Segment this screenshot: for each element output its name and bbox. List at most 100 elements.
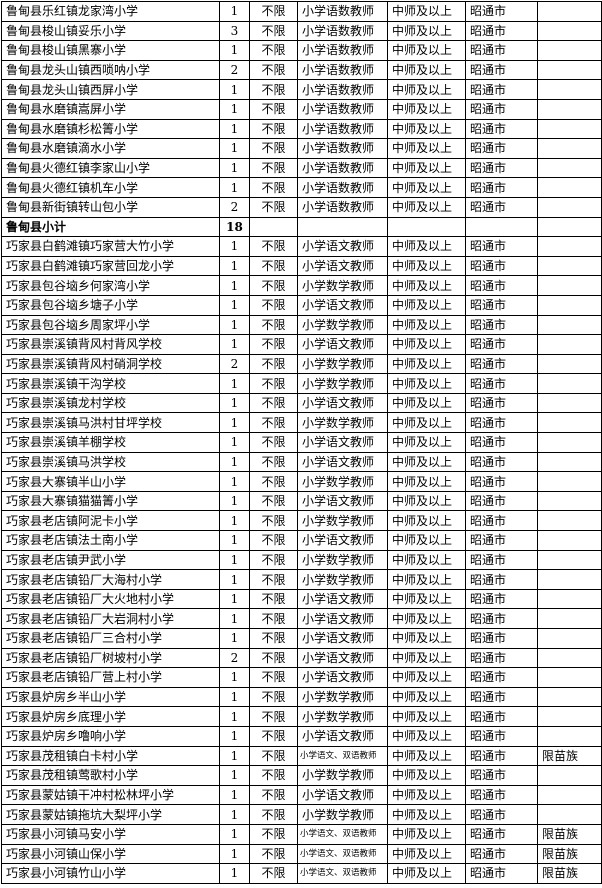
subject-cell: 小学数学教师 [297,569,388,590]
count-cell: 1 [219,530,250,551]
table-row: 鲁甸县小计 18 [1,216,602,238]
table-row: 巧家县老店镇法土南小学 1 不限 小学语文教师 中师及以上 昭通市 [1,530,602,551]
education-cell: 中师及以上 [387,784,466,806]
table-row: 巧家县白鹤滩镇巧家营回龙小学 1 不限 小学语文教师 中师及以上 昭通市 [1,255,602,277]
subject-cell: 小学语文教师 [297,647,388,669]
remark-cell: 限苗族 [537,863,602,884]
age-cell: 不限 [249,530,298,551]
school-cell: 巧家县老店镇铅厂大火地村小学 [1,588,220,610]
table-row: 巧家县包谷垴乡塘子小学 1 不限 小学语文教师 中师及以上 昭通市 [1,294,602,316]
count-cell: 3 [219,20,250,42]
age-cell: 不限 [249,569,298,590]
subject-cell: 小学数学教师 [297,706,388,727]
empty-cell [465,216,538,238]
education-cell: 中师及以上 [387,118,466,140]
region-cell: 昭通市 [465,745,538,767]
school-cell: 巧家县崇溪镇背风村硝洞学校 [1,353,220,375]
age-cell: 不限 [249,196,298,218]
empty-cell [537,138,602,159]
school-cell: 巧家县老店镇法土南小学 [1,530,220,551]
school-cell: 巧家县老店镇阿泥卡小学 [1,510,220,532]
education-cell: 中师及以上 [387,569,466,590]
table-row: 巧家县老店镇阿泥卡小学 1 不限 小学数学教师 中师及以上 昭通市 [1,510,602,532]
subject-cell: 小学语数教师 [297,1,388,22]
education-cell: 中师及以上 [387,686,466,708]
education-cell: 中师及以上 [387,314,466,336]
table-row: 鲁甸县火德红镇机车小学 1 不限 小学语数教师 中师及以上 昭通市 [1,177,602,198]
table-row: 鲁甸县梭山镇黑寨小学 1 不限 小学语数教师 中师及以上 昭通市 [1,40,602,61]
age-cell: 不限 [249,647,298,669]
subject-cell: 小学语文教师 [297,490,388,512]
education-cell: 中师及以上 [387,863,466,884]
age-cell: 不限 [249,451,298,473]
count-cell: 1 [219,823,250,845]
region-cell: 昭通市 [465,157,538,179]
table-row: 巧家县老店镇铅厂三合村小学 1 不限 小学语文教师 中师及以上 昭通市 [1,628,602,649]
count-cell: 1 [219,804,250,825]
school-cell: 巧家县包谷垴乡周家坪小学 [1,314,220,336]
subject-cell: 小学数学教师 [297,686,388,708]
empty-cell [537,412,602,434]
school-cell: 巧家县大寨镇半山小学 [1,471,220,492]
school-cell: 巧家县白鹤滩镇巧家营回龙小学 [1,255,220,277]
age-cell: 不限 [249,804,298,825]
count-cell: 1 [219,686,250,708]
education-cell: 中师及以上 [387,1,466,22]
table-row: 巧家县小河镇马安小学 1 不限 小学语文、双语教师 中师及以上 昭通市 限苗族 [1,823,602,845]
subject-cell: 小学语文教师 [297,667,388,688]
count-cell: 1 [219,40,250,61]
empty-cell [537,59,602,81]
education-cell: 中师及以上 [387,530,466,551]
school-cell: 巧家县蒙姑镇拖坑大梨坪小学 [1,804,220,825]
subject-cell: 小学语文教师 [297,451,388,473]
education-cell: 中师及以上 [387,334,466,355]
school-cell: 鲁甸县梭山镇黑寨小学 [1,40,220,61]
school-cell: 巧家县茂租镇莺歌村小学 [1,765,220,786]
count-cell: 1 [219,628,250,649]
age-cell: 不限 [249,138,298,159]
table-row: 巧家县老店镇铅厂大海村小学 1 不限 小学数学教师 中师及以上 昭通市 [1,569,602,590]
empty-cell [537,725,602,747]
education-cell: 中师及以上 [387,157,466,179]
subject-cell: 小学数学教师 [297,373,388,394]
age-cell: 不限 [249,59,298,81]
table-row: 巧家县崇溪镇羊棚学校 1 不限 小学语文教师 中师及以上 昭通市 [1,432,602,453]
subject-cell: 小学语数教师 [297,138,388,159]
region-cell: 昭通市 [465,353,538,375]
table-row: 巧家县老店镇铅厂树坡村小学 2 不限 小学语文教师 中师及以上 昭通市 [1,647,602,669]
count-cell: 1 [219,255,250,277]
count-cell: 1 [219,608,250,629]
education-cell: 中师及以上 [387,510,466,532]
table-row: 鲁甸县火德红镇李家山小学 1 不限 小学语数教师 中师及以上 昭通市 [1,157,602,179]
empty-cell [537,157,602,179]
age-cell: 不限 [249,236,298,257]
education-cell: 中师及以上 [387,432,466,453]
count-cell: 1 [219,765,250,786]
count-cell: 1 [219,745,250,767]
education-cell: 中师及以上 [387,373,466,394]
region-cell: 昭通市 [465,569,538,590]
region-cell: 昭通市 [465,392,538,414]
empty-cell [537,79,602,100]
subject-cell: 小学语数教师 [297,98,388,120]
count-cell: 1 [219,784,250,806]
region-cell: 昭通市 [465,804,538,825]
count-cell: 1 [219,1,250,22]
table-row: 鲁甸县龙头山镇西唢呐小学 2 不限 小学语数教师 中师及以上 昭通市 [1,59,602,81]
school-cell: 巧家县包谷垴乡何家湾小学 [1,275,220,296]
age-cell: 不限 [249,706,298,727]
remark-cell: 限苗族 [537,745,602,767]
subject-cell: 小学数学教师 [297,549,388,571]
count-cell: 1 [219,118,250,140]
empty-cell [537,1,602,22]
count-cell: 1 [219,549,250,571]
school-cell: 巧家县崇溪镇龙村学校 [1,392,220,414]
region-cell: 昭通市 [465,255,538,277]
count-cell: 1 [219,569,250,590]
school-cell: 鲁甸县水磨镇嵩屏小学 [1,98,220,120]
table-row: 巧家县蒙姑镇拖坑大梨坪小学 1 不限 小学数学教师 中师及以上 昭通市 [1,804,602,825]
table-row: 鲁甸县水磨镇滴水小学 1 不限 小学语数教师 中师及以上 昭通市 [1,138,602,159]
table-row: 鲁甸县水磨镇嵩屏小学 1 不限 小学语数教师 中师及以上 昭通市 [1,98,602,120]
school-cell: 鲁甸县龙头山镇西唢呐小学 [1,59,220,81]
table-row: 巧家县老店镇铅厂大火地村小学 1 不限 小学语文教师 中师及以上 昭通市 [1,588,602,610]
